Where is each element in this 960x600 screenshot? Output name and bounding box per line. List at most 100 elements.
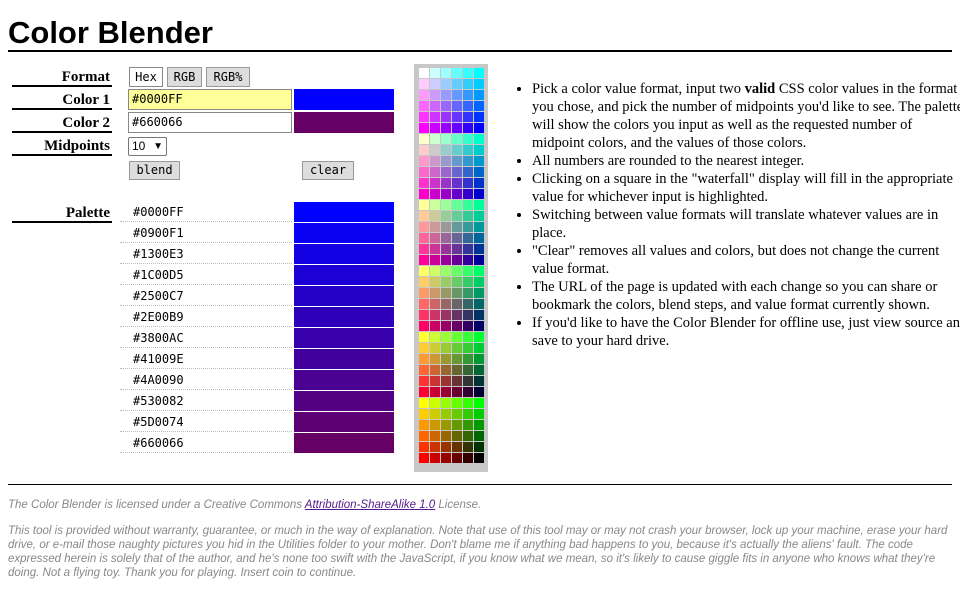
waterfall-cell[interactable] [430,156,440,166]
waterfall-cell[interactable] [441,420,451,430]
waterfall-cell[interactable] [463,156,473,166]
waterfall-cell[interactable] [474,299,484,309]
waterfall-cell[interactable] [441,90,451,100]
waterfall-cell[interactable] [441,365,451,375]
waterfall-cell[interactable] [463,134,473,144]
waterfall-cell[interactable] [430,90,440,100]
waterfall-cell[interactable] [419,244,429,254]
waterfall-cell[interactable] [430,101,440,111]
waterfall-cell[interactable] [474,156,484,166]
waterfall-cell[interactable] [463,343,473,353]
waterfall-cell[interactable] [452,79,462,89]
waterfall-cell[interactable] [430,409,440,419]
waterfall-cell[interactable] [430,255,440,265]
waterfall-cell[interactable] [452,211,462,221]
waterfall-cell[interactable] [463,68,473,78]
waterfall-cell[interactable] [430,244,440,254]
waterfall-cell[interactable] [419,288,429,298]
waterfall-cell[interactable] [463,387,473,397]
waterfall-cell[interactable] [419,354,429,364]
waterfall-cell[interactable] [452,376,462,386]
waterfall-cell[interactable] [474,398,484,408]
waterfall-cell[interactable] [474,387,484,397]
waterfall-cell[interactable] [441,101,451,111]
waterfall-cell[interactable] [463,398,473,408]
waterfall-cell[interactable] [419,277,429,287]
waterfall-cell[interactable] [419,398,429,408]
waterfall-cell[interactable] [463,233,473,243]
waterfall-cell[interactable] [441,145,451,155]
waterfall-cell[interactable] [452,68,462,78]
waterfall-cell[interactable] [452,222,462,232]
format-rgb-percent-button[interactable]: RGB% [206,67,250,87]
waterfall-cell[interactable] [430,376,440,386]
waterfall-cell[interactable] [474,453,484,463]
waterfall-cell[interactable] [441,244,451,254]
waterfall-cell[interactable] [419,211,429,221]
waterfall-cell[interactable] [452,112,462,122]
waterfall-cell[interactable] [474,343,484,353]
waterfall-cell[interactable] [419,90,429,100]
waterfall-cell[interactable] [463,431,473,441]
waterfall-cell[interactable] [419,255,429,265]
waterfall-cell[interactable] [463,420,473,430]
waterfall-cell[interactable] [441,112,451,122]
waterfall-cell[interactable] [474,266,484,276]
waterfall-cell[interactable] [463,332,473,342]
waterfall-cell[interactable] [452,299,462,309]
waterfall-cell[interactable] [474,310,484,320]
waterfall-cell[interactable] [441,222,451,232]
waterfall-cell[interactable] [463,277,473,287]
waterfall-cell[interactable] [441,376,451,386]
waterfall-cell[interactable] [474,376,484,386]
waterfall-cell[interactable] [474,420,484,430]
waterfall-cell[interactable] [430,310,440,320]
waterfall-cell[interactable] [474,409,484,419]
waterfall-cell[interactable] [474,431,484,441]
waterfall-cell[interactable] [419,409,429,419]
waterfall-cell[interactable] [474,101,484,111]
waterfall-cell[interactable] [430,442,440,452]
waterfall-cell[interactable] [419,387,429,397]
waterfall-cell[interactable] [430,453,440,463]
waterfall-cell[interactable] [419,299,429,309]
waterfall-cell[interactable] [441,211,451,221]
waterfall-cell[interactable] [441,123,451,133]
waterfall-cell[interactable] [430,431,440,441]
waterfall-cell[interactable] [419,431,429,441]
waterfall-cell[interactable] [463,189,473,199]
waterfall-cell[interactable] [430,211,440,221]
waterfall-cell[interactable] [474,211,484,221]
waterfall-cell[interactable] [441,310,451,320]
waterfall-cell[interactable] [419,365,429,375]
waterfall-cell[interactable] [463,101,473,111]
waterfall-cell[interactable] [452,255,462,265]
waterfall-cell[interactable] [419,332,429,342]
waterfall-cell[interactable] [430,112,440,122]
waterfall-cell[interactable] [441,79,451,89]
waterfall-cell[interactable] [419,200,429,210]
waterfall-cell[interactable] [452,310,462,320]
waterfall-cell[interactable] [419,420,429,430]
waterfall-cell[interactable] [441,266,451,276]
waterfall-cell[interactable] [419,134,429,144]
waterfall-cell[interactable] [463,266,473,276]
waterfall-cell[interactable] [452,90,462,100]
waterfall-cell[interactable] [452,288,462,298]
waterfall-cell[interactable] [474,200,484,210]
waterfall-cell[interactable] [474,354,484,364]
waterfall-cell[interactable] [452,321,462,331]
waterfall-cell[interactable] [419,266,429,276]
waterfall-cell[interactable] [474,123,484,133]
waterfall-cell[interactable] [430,277,440,287]
waterfall-cell[interactable] [463,123,473,133]
waterfall-cell[interactable] [452,277,462,287]
waterfall-cell[interactable] [430,420,440,430]
waterfall-cell[interactable] [430,167,440,177]
waterfall-cell[interactable] [463,79,473,89]
color2-input[interactable]: #660066 [128,112,292,133]
waterfall-cell[interactable] [419,68,429,78]
waterfall-cell[interactable] [463,178,473,188]
waterfall-cell[interactable] [419,178,429,188]
waterfall-cell[interactable] [441,409,451,419]
